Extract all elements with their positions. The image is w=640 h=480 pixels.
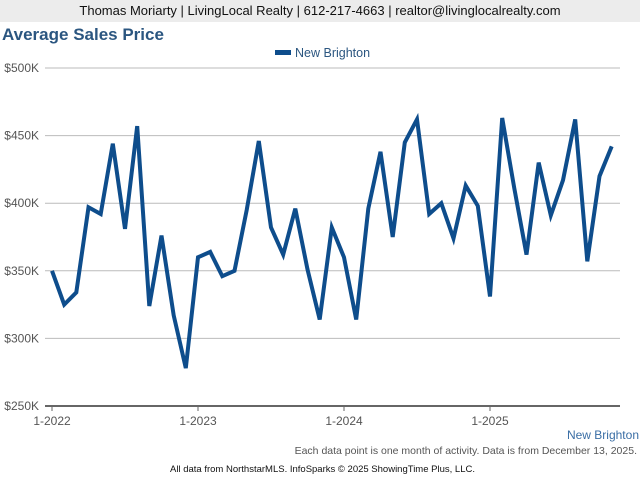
y-tick-label: $300K bbox=[4, 331, 39, 345]
legend-label: New Brighton bbox=[295, 46, 370, 60]
x-tick-label: 1-2024 bbox=[325, 414, 363, 428]
region-label: New Brighton bbox=[566, 428, 639, 442]
header-contact-bar: Thomas Moriarty | LivingLocal Realty | 6… bbox=[0, 0, 640, 22]
x-tick-label: 1-2022 bbox=[33, 414, 71, 428]
chart-title: Average Sales Price bbox=[2, 25, 164, 44]
footer-credit: All data from NorthstarMLS. InfoSparks ©… bbox=[170, 464, 475, 475]
y-tick-label: $350K bbox=[4, 264, 39, 278]
y-tick-label: $450K bbox=[4, 129, 39, 143]
y-tick-label: $250K bbox=[4, 399, 39, 413]
series-line-new-brighton bbox=[50, 112, 614, 369]
x-tick-label: 1-2025 bbox=[471, 414, 509, 428]
y-tick-label: $500K bbox=[4, 61, 39, 75]
x-tick-label: 1-2023 bbox=[179, 414, 217, 428]
legend-swatch bbox=[275, 50, 291, 55]
data-note: Each data point is one month of activity… bbox=[294, 445, 637, 457]
y-tick-label: $400K bbox=[4, 196, 39, 210]
